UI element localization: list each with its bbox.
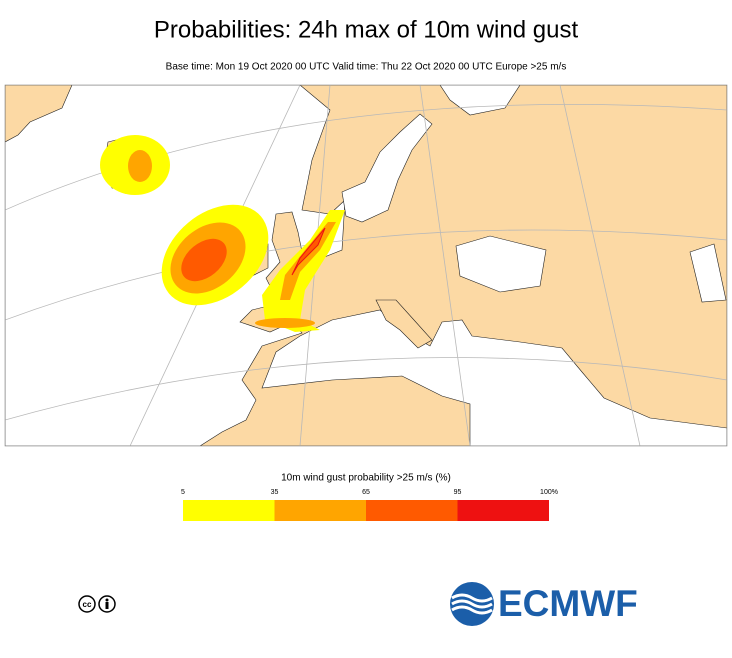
greenland [5,85,73,143]
black-sea [455,235,547,293]
svg-text:cc: cc [83,600,92,609]
italy [375,299,433,349]
caspian [689,243,727,303]
colorbar-tick-label: 5 [181,489,185,496]
title: Probabilities: 24h max of 10m wind gust [154,16,579,43]
colorbar-segment [366,500,458,521]
baltic [341,113,433,223]
logo-text: ECMWF [498,583,638,624]
colorbar-tick-label: 65 [362,489,370,496]
map-frame [4,84,728,447]
colorbar-tick-label: 35 [271,489,279,496]
colorbar: 5 35 65 95 100% [181,489,558,521]
colorbar-segment [183,500,275,521]
colorbar-segment [274,500,366,521]
colorbar-tick-label: 95 [454,489,462,496]
legend-title: 10m wind gust probability >25 m/s (%) [281,473,451,484]
map [5,85,727,446]
colorbar-tick-label: 100% [540,489,558,496]
probability-fields [100,135,345,332]
subtitle: Base time: Mon 19 Oct 2020 00 UTC Valid … [166,62,567,73]
ecmwf-logo: ECMWF [450,582,638,626]
cc-icon: cc [78,595,116,613]
colorbar-segment [457,500,549,521]
